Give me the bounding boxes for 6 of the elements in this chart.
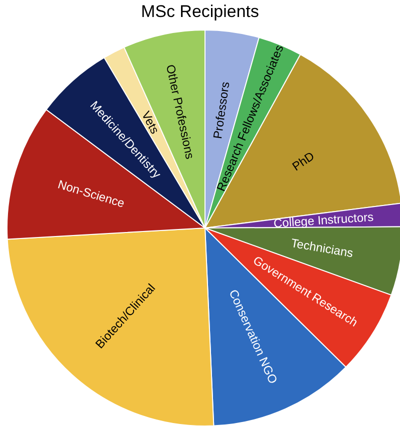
chart-title: MSc Recipients [140,2,260,22]
slice-label: Technicians [290,236,354,260]
slice-label: College Instructors [273,210,374,230]
slice-label: Other Professions [163,63,198,160]
slice-label: PhD [290,148,318,174]
slice-label: Professors [210,80,232,140]
